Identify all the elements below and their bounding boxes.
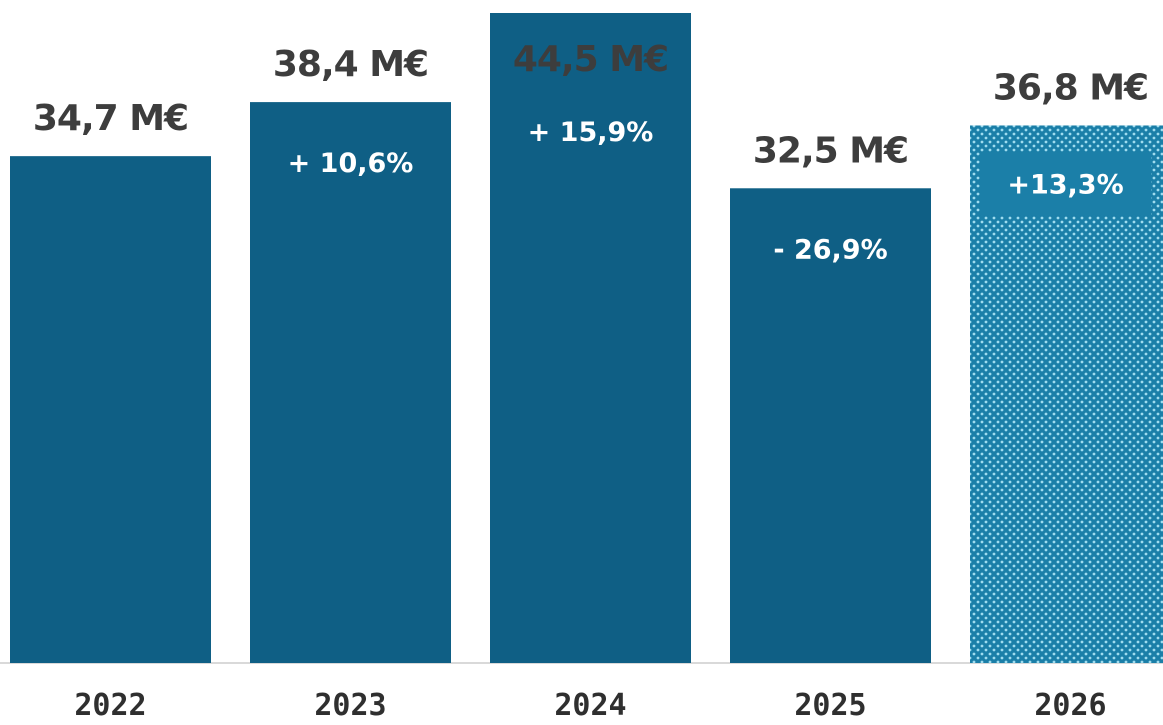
value-label-2025: 32,5 M€	[753, 130, 908, 171]
change-label-2024: + 15,9%	[528, 117, 654, 148]
value-label-2026: 36,8 M€	[993, 67, 1148, 108]
bar-2023	[250, 102, 451, 663]
bar-2025	[730, 188, 931, 664]
bars-group: 34,7 M€ 2022 38,4 M€ + 10,6% 2023 44,5 M€ + 15…	[10, 13, 1163, 723]
value-label-2022: 34,7 M€	[33, 98, 188, 139]
x-tick-2022: 2022	[74, 688, 146, 723]
x-tick-2024: 2024	[554, 688, 626, 723]
change-label-2023: + 10,6%	[288, 148, 414, 179]
change-label-box-2026	[980, 151, 1151, 216]
bar-2022	[10, 156, 211, 664]
x-tick-2025: 2025	[794, 688, 866, 723]
change-label-2025: - 26,9%	[773, 234, 887, 265]
value-label-2023: 38,4 M€	[273, 44, 428, 85]
value-label-2024: 44,5 M€	[513, 39, 668, 80]
x-tick-2023: 2023	[314, 688, 386, 723]
change-label-2026: +13,3%	[1007, 169, 1123, 200]
x-tick-2026: 2026	[1034, 688, 1106, 723]
bar-2024	[490, 13, 691, 663]
